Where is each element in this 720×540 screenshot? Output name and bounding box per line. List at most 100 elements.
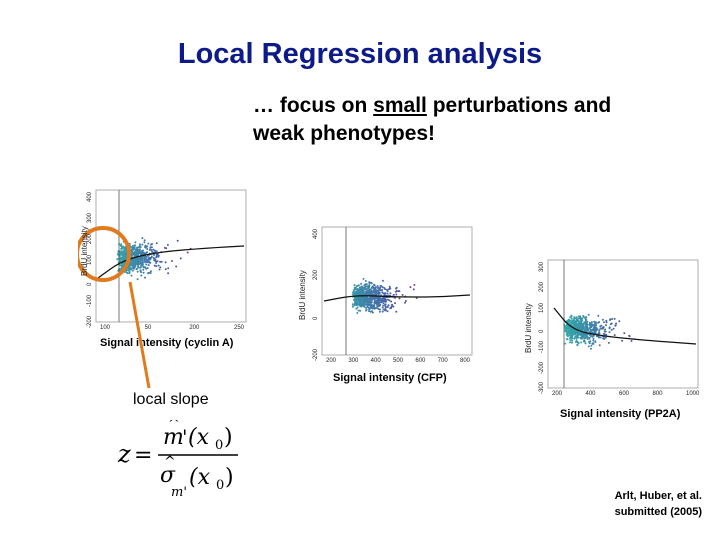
scatter-point <box>155 262 158 264</box>
scatter-point <box>355 307 358 310</box>
scatter-point <box>571 333 574 336</box>
scatter-point <box>584 337 587 340</box>
scatter-point <box>587 313 590 316</box>
scatter-point <box>592 334 595 337</box>
scatter-point <box>376 304 379 307</box>
formula-num-close: ) <box>224 425 233 450</box>
scatter-point <box>133 267 135 270</box>
scatter-point <box>366 306 369 308</box>
scatter-point <box>569 341 571 344</box>
scatter-point <box>589 322 592 325</box>
scatter-point <box>150 255 153 258</box>
scatter-point <box>594 323 597 326</box>
scatter-point <box>592 329 595 332</box>
scatter-point <box>167 267 170 270</box>
ytick-label: -100 <box>539 341 545 354</box>
scatter-point <box>567 334 570 337</box>
scatter-point <box>357 299 360 302</box>
formula-den-sub0: 0 <box>216 478 224 493</box>
scatter-point <box>351 305 354 308</box>
scatter-point <box>135 268 138 270</box>
scatter-point <box>355 301 358 304</box>
scatter-point <box>378 288 381 290</box>
scatter-point <box>369 310 372 313</box>
scatter-point <box>603 333 606 336</box>
scatter-point <box>576 341 579 344</box>
scatter-point <box>154 260 157 263</box>
scatter-point <box>131 250 134 253</box>
scatter-point <box>357 303 360 306</box>
scatter-point <box>582 332 585 335</box>
scatter-point <box>353 284 356 287</box>
scatter-point <box>147 242 150 245</box>
scatter-point <box>409 286 412 289</box>
scatter-plot-cyclin-a-canvas <box>78 189 247 323</box>
subtitle-line1-post: perturbations and <box>426 94 612 117</box>
scatter-point <box>579 333 582 336</box>
scatter-point <box>119 253 122 256</box>
scatter-point <box>353 299 356 301</box>
scatter-point <box>166 244 169 246</box>
subtitle-emphasis: small <box>373 94 427 117</box>
scatter-point <box>575 320 578 323</box>
scatter-point <box>155 253 158 256</box>
scatter-point <box>381 291 384 294</box>
scatter-point <box>566 331 569 334</box>
scatter-point <box>146 251 149 254</box>
citation-line1: Arlt, Huber, et al. <box>614 490 702 502</box>
xtick-label: 100 <box>100 325 111 331</box>
xlabel-pp2a: Signal intensity (PP2A) <box>560 408 681 420</box>
scatter-point <box>362 292 365 295</box>
scatter-point <box>119 256 122 259</box>
scatter-point <box>143 241 146 244</box>
scatter-point <box>581 319 584 322</box>
scatter-point <box>121 256 124 259</box>
xlabel-cyclin-a: Signal intensity (cyclin A) <box>100 337 234 349</box>
scatter-point <box>590 344 593 347</box>
scatter-point <box>135 260 138 262</box>
scatter-point <box>570 320 573 322</box>
scatter-point <box>589 334 592 336</box>
scatter-point <box>386 305 389 308</box>
scatter-point <box>608 327 611 330</box>
xtick-label: 500 <box>393 358 404 364</box>
scatter-point <box>610 322 613 325</box>
scatter-point <box>572 332 575 335</box>
scatter-point <box>364 280 367 282</box>
formula-den-sigma: σ <box>160 463 176 488</box>
formula-den-hat: ^ <box>164 454 176 470</box>
scatter-point <box>574 322 577 325</box>
scatter-point <box>592 339 595 342</box>
scatter-point <box>134 241 137 244</box>
scatter-point <box>138 249 141 252</box>
scatter-point <box>362 277 365 280</box>
scatter-point <box>356 306 359 309</box>
scatter-point <box>135 249 138 252</box>
scatter-point <box>136 278 139 281</box>
scatter-point <box>579 336 582 339</box>
scatter-point <box>381 286 384 289</box>
scatter-point <box>145 267 148 270</box>
scatter-point <box>353 288 356 291</box>
scatter-point <box>613 317 616 320</box>
scatter-point <box>599 336 602 339</box>
scatter-point <box>140 258 143 261</box>
scatter-point <box>592 337 595 340</box>
scatter-point <box>132 244 135 247</box>
scatter-point <box>599 325 602 328</box>
scatter-point <box>353 286 356 289</box>
scatter-point <box>149 256 152 259</box>
scatter-point <box>368 281 371 284</box>
scatter-point <box>164 261 167 264</box>
scatter-point <box>577 324 579 327</box>
scatter-point <box>599 327 602 330</box>
scatter-point <box>391 303 394 306</box>
scatter-point <box>124 248 127 250</box>
xtick-label: 200 <box>326 358 337 364</box>
scatter-point <box>134 244 136 247</box>
scatter-point <box>378 310 381 313</box>
scatter-point <box>597 332 600 335</box>
xtick-label: 250 <box>234 325 245 331</box>
scatter-point <box>605 324 607 327</box>
scatter-point <box>612 327 615 330</box>
